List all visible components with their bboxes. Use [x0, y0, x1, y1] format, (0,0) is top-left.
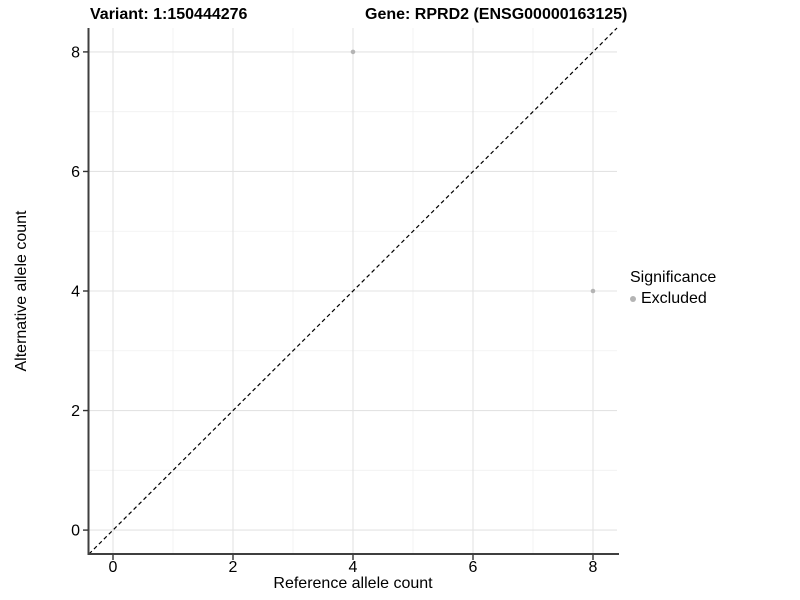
legend-item-excluded: Excluded: [630, 290, 716, 308]
variant-title: Variant: 1:150444276: [90, 6, 248, 23]
legend: Significance Excluded: [630, 268, 716, 308]
identity-reference-line: [88, 27, 618, 555]
y-axis-label: Alternative allele count: [13, 210, 30, 372]
x-tick-label: 6: [469, 559, 478, 576]
x-tick-label: 0: [109, 559, 118, 576]
y-tick-label: 6: [71, 164, 80, 181]
y-tick-label: 2: [71, 403, 80, 420]
data-point: [590, 288, 596, 294]
excluded-point-icon: [630, 296, 636, 302]
gene-title: Gene: RPRD2 (ENSG00000163125): [365, 6, 628, 23]
y-tick-label: 0: [71, 523, 80, 540]
data-point: [350, 49, 356, 55]
x-tick-label: 4: [349, 559, 358, 576]
x-tick-label: 8: [589, 559, 598, 576]
legend-title: Significance: [630, 269, 717, 286]
x-tick-label: 2: [229, 559, 238, 576]
y-tick-label: 8: [71, 44, 80, 61]
y-tick-label: 4: [71, 284, 80, 301]
x-axis-label: Reference allele count: [273, 575, 433, 592]
legend-item-label: Excluded: [641, 290, 707, 307]
